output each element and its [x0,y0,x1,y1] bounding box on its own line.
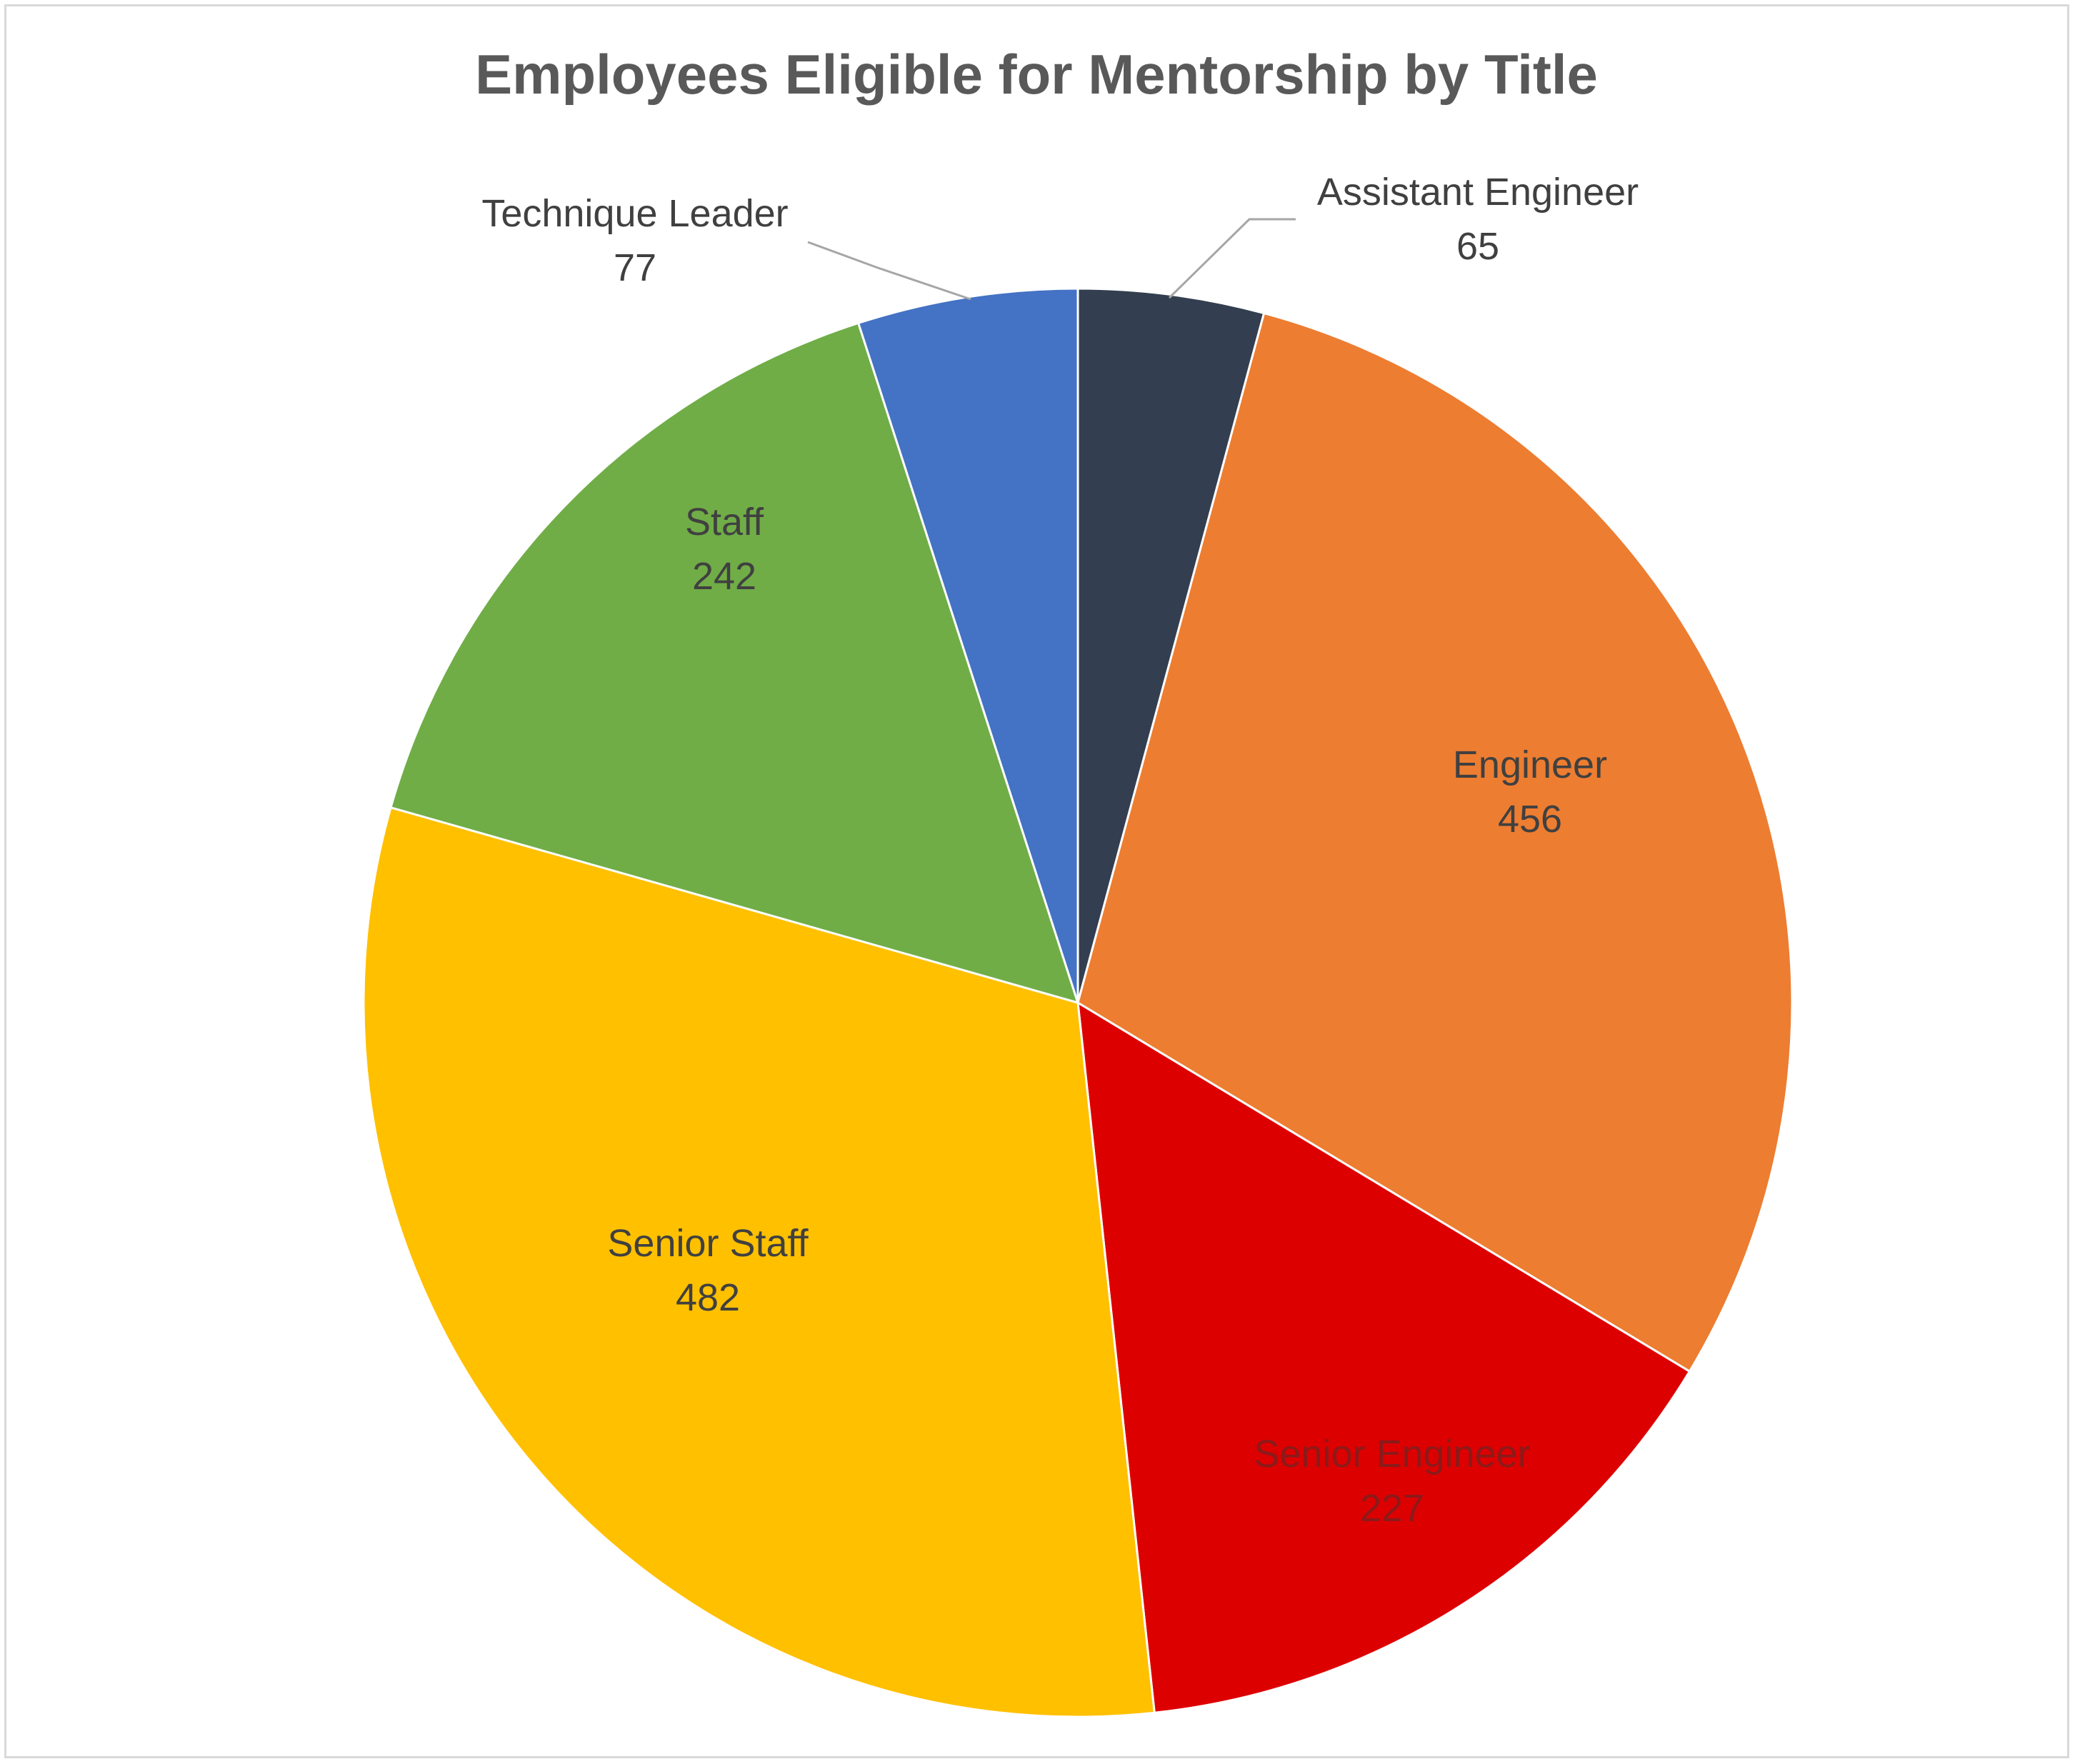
pie-slice-senior-engineer [1076,1001,1691,1714]
data-label-name-assistant-engineer: Assistant Engineer [1317,171,1639,214]
chart-frame: Employees Eligible for Mentorship by Tit… [4,4,2069,1758]
leader-line-technique-leader [807,241,971,301]
data-labels: Assistant Engineer 65 Engineer 456 Senior En… [481,171,1639,1530]
data-label-value-assistant-engineer: 65 [1456,225,1499,268]
pie-slices [362,287,1794,1718]
pie-chart: Employees Eligible for Mentorship by Tit… [362,43,1794,1718]
pie-slice-engineer [1076,311,1794,1373]
data-label-value-senior-engineer: 227 [1360,1487,1424,1530]
data-label-name-engineer: Engineer [1453,743,1607,786]
data-label-name-senior-engineer: Senior Engineer [1254,1433,1530,1475]
data-label-name-technique-leader: Technique Leader [481,192,788,235]
data-label-name-staff: Staff [685,501,764,543]
data-label-value-engineer: 456 [1498,798,1562,841]
pie-slice-staff [389,321,1080,1005]
leader-lines [807,218,1296,301]
data-label-name-senior-staff: Senior Staff [607,1222,809,1265]
data-label-value-technique-leader: 77 [614,246,656,289]
chart-title: Employees Eligible for Mentorship by Tit… [475,43,1598,106]
pie-slice-senior-staff [362,806,1156,1718]
data-label-value-staff: 242 [692,555,756,598]
data-label-value-senior-staff: 482 [676,1276,740,1319]
leader-line-assistant-engineer [1168,218,1296,299]
